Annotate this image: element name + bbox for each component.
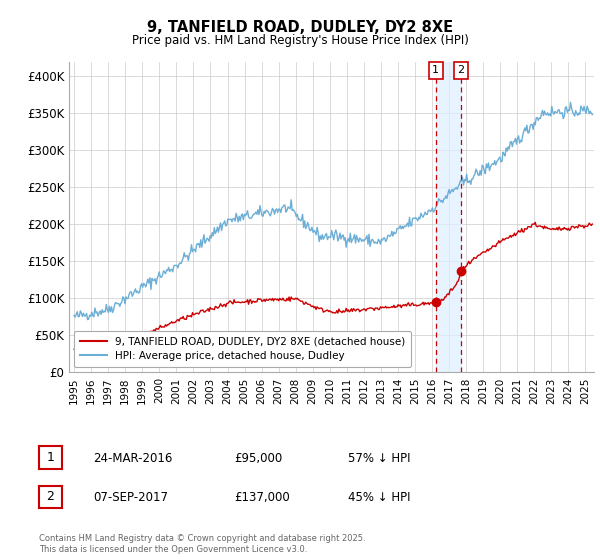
Text: 1: 1 [46, 451, 55, 464]
Legend: 9, TANFIELD ROAD, DUDLEY, DY2 8XE (detached house), HPI: Average price, detached: 9, TANFIELD ROAD, DUDLEY, DY2 8XE (detac… [74, 330, 412, 367]
Text: Price paid vs. HM Land Registry's House Price Index (HPI): Price paid vs. HM Land Registry's House … [131, 34, 469, 46]
Text: 2: 2 [46, 490, 55, 503]
Text: Contains HM Land Registry data © Crown copyright and database right 2025.
This d: Contains HM Land Registry data © Crown c… [39, 534, 365, 554]
Text: 45% ↓ HPI: 45% ↓ HPI [348, 491, 410, 504]
Text: 07-SEP-2017: 07-SEP-2017 [93, 491, 168, 504]
Text: £95,000: £95,000 [234, 451, 282, 465]
Text: 1: 1 [433, 66, 439, 76]
Text: 2: 2 [457, 66, 464, 76]
Text: 24-MAR-2016: 24-MAR-2016 [93, 451, 172, 465]
Text: 57% ↓ HPI: 57% ↓ HPI [348, 451, 410, 465]
Text: £137,000: £137,000 [234, 491, 290, 504]
Text: 9, TANFIELD ROAD, DUDLEY, DY2 8XE: 9, TANFIELD ROAD, DUDLEY, DY2 8XE [147, 20, 453, 35]
Bar [436, 62, 461, 372]
